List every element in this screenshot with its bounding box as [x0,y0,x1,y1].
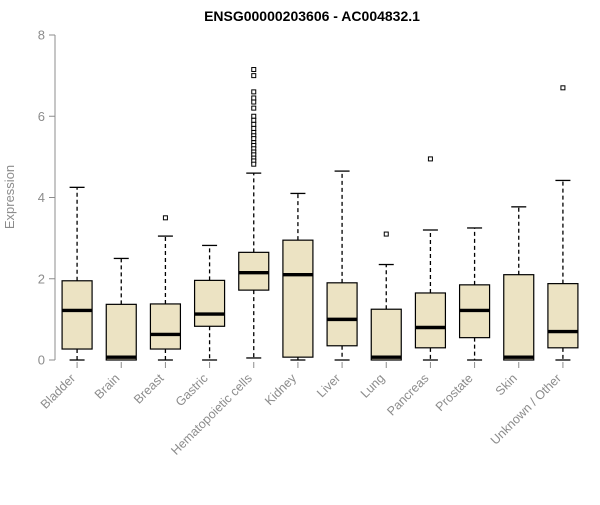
iqr-box [503,274,535,361]
outlier-point [560,85,566,91]
box-kidney [282,192,314,361]
box-pancreas [414,156,447,361]
x-axis-category-label: Lung [358,371,388,401]
outlier-point [251,113,257,119]
box-breast [149,215,182,361]
outlier-point [427,156,433,162]
outlier-point [251,117,257,123]
outlier-point [251,125,257,131]
x-axis-category-label: Breast [131,371,167,407]
x-axis-category-label: Kidney [262,371,299,408]
box-lung [370,231,402,361]
iqr-box [105,303,137,361]
chart-title: ENSG00000203606 - AC004832.1 [204,8,420,24]
y-axis-tick-label: 2 [38,271,45,286]
box-unknown-other [547,85,579,361]
iqr-box [193,279,226,327]
iqr-box [149,303,182,350]
y-axis-label: Expression [2,165,17,229]
y-axis-tick-label: 6 [38,109,45,124]
outlier-point [251,136,257,142]
outlier-point [251,67,257,73]
box-bladder [61,186,93,361]
outlier-point [251,73,257,79]
box-liver [326,170,358,361]
outlier-point [251,99,257,105]
outlier-point [251,89,257,95]
box-skin [503,206,535,361]
x-axis-category-label: Prostate [433,371,476,414]
x-axis-category-label: Hematopoietic cells [168,371,255,458]
x-axis-category-label: Brain [92,371,123,402]
box-series [61,67,579,361]
iqr-box [547,283,579,349]
outlier-point [162,215,168,221]
outlier-point [383,231,389,237]
y-axis-tick-label: 0 [38,353,45,368]
x-axis-category-label: Pancreas [384,371,431,418]
iqr-box [326,282,358,347]
outlier-point [251,95,257,101]
x-axis-category-label: Liver [314,371,343,400]
y-axis-tick-label: 4 [38,190,45,205]
iqr-box [282,239,314,358]
iqr-box [370,308,402,361]
iqr-box [61,280,93,350]
outlier-point [251,121,257,127]
outlier-point [251,105,257,111]
outlier-point [251,161,257,167]
x-axis-category-label: Gastric [173,371,211,409]
box-hematopoietic-cells [238,67,270,359]
y-axis-tick-label: 8 [38,28,45,43]
x-axis-category-label: Bladder [38,371,78,411]
box-brain [105,257,137,361]
box-prostate [458,227,491,361]
x-axis-category-label: Skin [493,371,520,398]
box-gastric [193,244,226,361]
iqr-box [414,292,447,349]
